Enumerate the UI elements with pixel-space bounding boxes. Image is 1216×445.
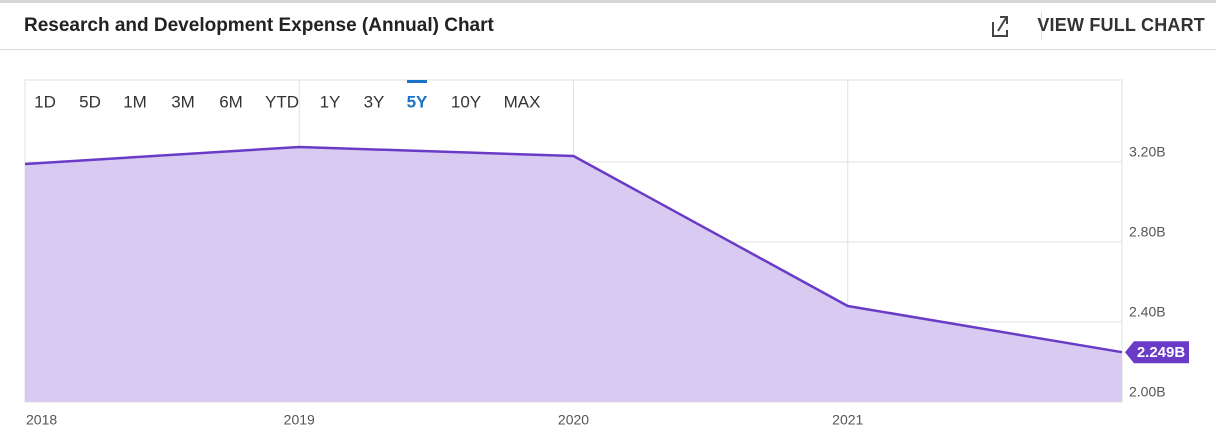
x-tick-label: 2021 (832, 412, 863, 428)
range-button[interactable]: 6M (219, 92, 243, 111)
value-badge (1125, 341, 1189, 364)
top-border (0, 0, 1216, 3)
range-button[interactable]: 5Y (407, 92, 428, 111)
external-link-icon[interactable] (992, 16, 1008, 37)
plot: 2.00B 2.40B 2.80B 3.20B 2018 2019 2020 2021 2.24… (24, 79, 1189, 428)
area-fill (25, 147, 1122, 402)
range-button[interactable]: MAX (504, 92, 541, 111)
range-button[interactable]: 1Y (320, 92, 341, 111)
y-tick-label: 2.80B (1129, 224, 1166, 240)
range-button[interactable]: 5D (79, 92, 101, 111)
range-button[interactable]: 3M (171, 92, 195, 111)
range-button[interactable]: 1M (123, 92, 147, 111)
range-button[interactable]: 1D (34, 92, 56, 111)
x-tick-label: 2018 (26, 412, 57, 428)
y-tick-label: 2.40B (1129, 304, 1166, 320)
range-button[interactable]: YTD (265, 92, 299, 111)
icon-box (992, 22, 1008, 37)
icon-arrow (997, 16, 1008, 32)
active-range-indicator (407, 80, 427, 83)
y-tick-label: 3.20B (1129, 144, 1166, 160)
x-tick-label: 2020 (558, 412, 589, 428)
value-label: 2.249B (1137, 344, 1186, 361)
range-selector: 1D 5D 1M 3M 6M YTD 1Y 3Y 5Y 10Y MAX (34, 80, 540, 111)
y-tick-label: 2.00B (1129, 384, 1166, 400)
view-full-chart[interactable]: VIEW FULL CHART (1037, 15, 1205, 35)
chart-title: Research and Development Expense (Annual… (24, 15, 495, 36)
x-tick-label: 2019 (284, 412, 315, 428)
range-button[interactable]: 10Y (451, 92, 481, 111)
range-button[interactable]: 3Y (364, 92, 385, 111)
line (24, 145, 1123, 354)
